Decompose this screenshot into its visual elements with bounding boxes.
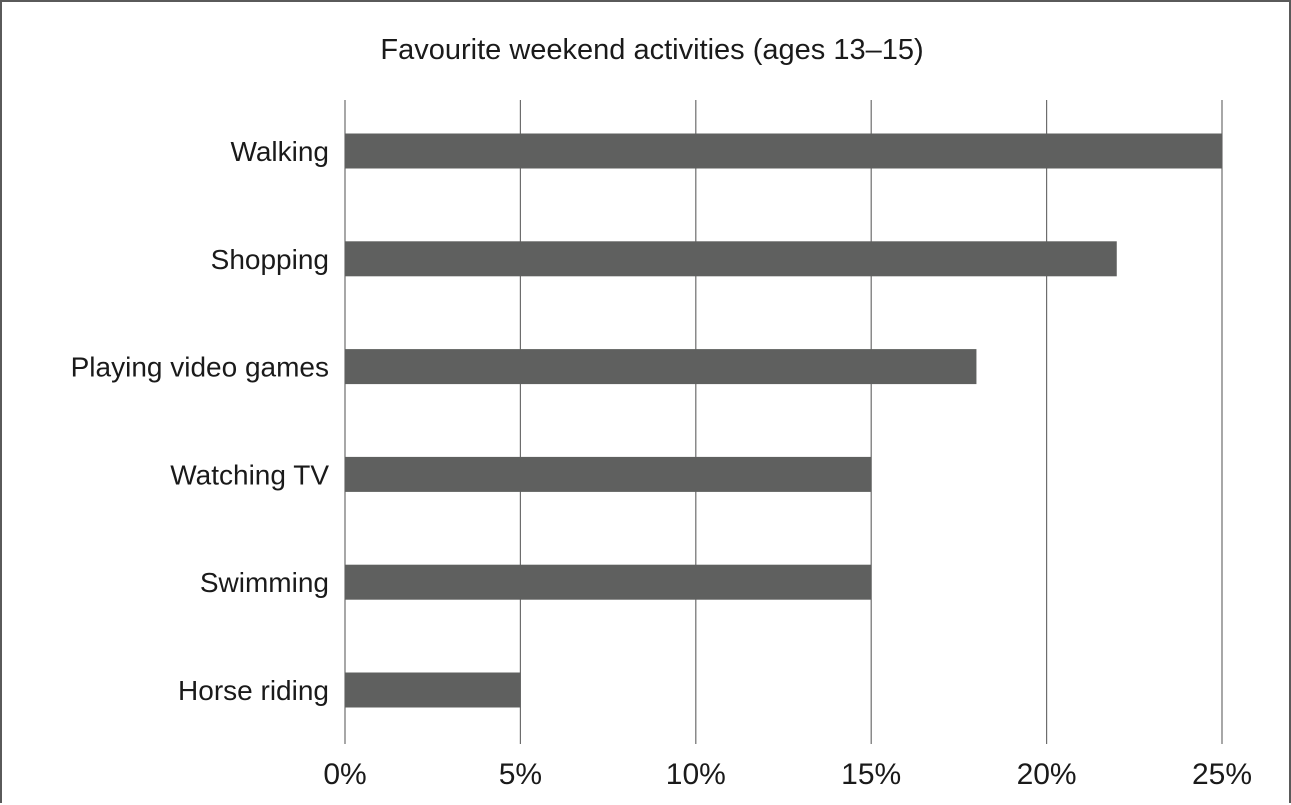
category-label: Walking	[230, 136, 329, 167]
bar-playing-video-games	[345, 349, 977, 385]
category-label: Swimming	[200, 567, 329, 598]
chart-title: Favourite weekend activities (ages 13–15…	[380, 34, 923, 66]
x-tick-label: 15%	[841, 758, 901, 791]
grid-layer	[344, 100, 1223, 744]
bar-watching-tv	[345, 456, 872, 492]
bar-swimming	[345, 564, 872, 600]
x-tick-label: 20%	[1017, 758, 1077, 791]
x-tick-label: 0%	[323, 758, 366, 791]
category-label: Shopping	[211, 244, 329, 275]
x-tick-label: 5%	[499, 758, 542, 791]
bar-shopping	[345, 241, 1117, 277]
category-label: Watching TV	[170, 459, 329, 490]
x-tick-label: 25%	[1192, 758, 1252, 791]
category-labels: Walking Shopping Playing video games Watchi…	[71, 136, 330, 706]
bar-walking	[345, 133, 1222, 169]
x-axis-tick-labels: 0% 5% 10% 15% 20% 25%	[323, 758, 1252, 791]
category-label: Horse riding	[178, 675, 329, 706]
category-label: Playing video games	[71, 352, 329, 383]
x-tick-label: 10%	[666, 758, 726, 791]
bar-horse-riding	[345, 672, 521, 708]
bars-layer	[345, 133, 1222, 708]
